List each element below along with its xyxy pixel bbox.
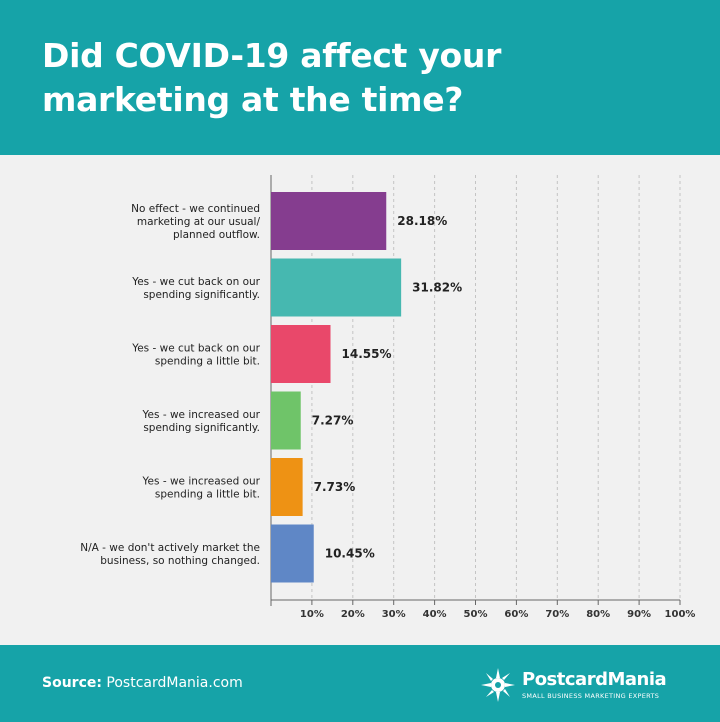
x-tick-label: 70% (545, 609, 569, 620)
value-label: 7.27% (312, 414, 354, 428)
source-credit: Source: PostcardMania.com (42, 675, 243, 691)
bar (271, 192, 387, 250)
brand-tagline: SMALL BUSINESS MARKETING EXPERTS (522, 692, 660, 700)
bar-chart: 10% 20% 30% 40% 50% 60% 70% 80% 90% 100% No effect… (0, 155, 720, 645)
category-label: Yes - we cut back on our spending signifi… (131, 276, 260, 301)
value-label: 7.73% (314, 480, 356, 494)
x-tick-label: 100% (665, 609, 696, 620)
category-label: Yes - we increased our spending significa… (142, 409, 261, 434)
x-tick-label: 90% (627, 609, 651, 620)
category-label: Yes - we cut back on our spending a littl… (131, 343, 260, 368)
bar (271, 458, 303, 516)
bar (271, 524, 314, 583)
value-label: 14.55% (342, 347, 392, 361)
x-tick-label: 60% (504, 609, 528, 620)
bar (271, 391, 301, 450)
page-title: Did COVID-19 affect your marketing at th… (42, 36, 502, 119)
category-label: Yes - we increased our spending a little … (142, 476, 261, 501)
category-label: N/A - we don't actively market the busine… (80, 542, 260, 567)
value-label: 31.82% (412, 281, 462, 295)
x-tick-label: 20% (341, 609, 365, 620)
brand-logo: PostcardMania SMALL BUSINESS MARKETING E… (480, 665, 680, 705)
x-tick-label: 40% (423, 609, 447, 620)
x-tick-label: 50% (464, 609, 488, 620)
category-label: No effect - we continued marketing at our… (131, 203, 260, 241)
value-label: 10.45% (325, 547, 375, 561)
header-banner: Did COVID-19 affect your marketing at th… (0, 0, 720, 155)
x-tick-label: 80% (586, 609, 610, 620)
value-label: 28.18% (397, 214, 447, 228)
bar (271, 258, 402, 317)
starburst-icon (481, 668, 515, 702)
source-value: PostcardMania.com (106, 675, 243, 691)
bar (271, 325, 331, 383)
x-tick-label: 30% (382, 609, 406, 620)
bar-chart-svg: 10% 20% 30% 40% 50% 60% 70% 80% 90% 100% No effect… (80, 175, 696, 620)
x-tick-label: 10% (300, 609, 324, 620)
brand-name: PostcardMania (522, 669, 667, 690)
footer-banner: Source: PostcardMania.com PostcardMani (0, 645, 720, 722)
source-label: Source: (42, 675, 102, 691)
